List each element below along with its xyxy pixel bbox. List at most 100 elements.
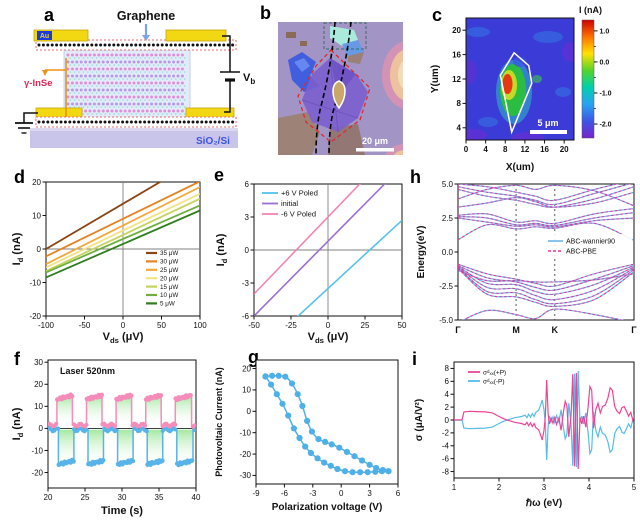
svg-text:-100: -100 bbox=[38, 321, 55, 330]
scale-bar bbox=[356, 148, 394, 152]
svg-text:10: 10 bbox=[34, 402, 43, 411]
svg-text:+6 V Poled: +6 V Poled bbox=[281, 189, 318, 198]
panel-i-letter: i bbox=[412, 349, 418, 369]
svg-text:X(um): X(um) bbox=[506, 162, 534, 173]
svg-text:5.0: 5.0 bbox=[442, 180, 454, 189]
top-graphene-atoms bbox=[37, 43, 235, 47]
svg-text:-3: -3 bbox=[242, 279, 250, 288]
inse-label: γ-InSe bbox=[24, 78, 53, 89]
svg-text:Time (s): Time (s) bbox=[101, 505, 143, 517]
bottom-graphene-atoms bbox=[37, 120, 235, 124]
svg-text:8: 8 bbox=[457, 99, 462, 108]
bias-wire-bottom bbox=[224, 80, 231, 113]
svg-text:6: 6 bbox=[245, 180, 250, 189]
axes: 1 2 3 4 5 -8 -6 -4 -2 0 2 4 6 8 bbox=[442, 361, 637, 492]
svg-text:M: M bbox=[512, 325, 520, 335]
svg-text:3: 3 bbox=[367, 489, 372, 498]
svg-text:Id (nA): Id (nA) bbox=[11, 407, 25, 440]
svg-text:0: 0 bbox=[245, 246, 250, 255]
axes: -50 -25 0 25 50 -6 -3 0 3 6 bbox=[242, 180, 407, 330]
svg-text:ℏω (eV): ℏω (eV) bbox=[526, 498, 562, 509]
svg-text:35 μW: 35 μW bbox=[160, 250, 178, 257]
svg-text:-9: -9 bbox=[252, 489, 260, 498]
scale-bar-label: 20 μm bbox=[362, 136, 388, 146]
svg-text:35: 35 bbox=[155, 493, 164, 502]
graphene-label: Graphene bbox=[117, 9, 175, 23]
substrate bbox=[30, 128, 238, 148]
svg-text:-8: -8 bbox=[442, 467, 450, 476]
heatmap-art bbox=[466, 18, 574, 140]
svg-text:K: K bbox=[552, 325, 559, 335]
svg-text:20 μW: 20 μW bbox=[160, 275, 178, 282]
svg-text:Laser 520nm: Laser 520nm bbox=[60, 366, 115, 376]
bands bbox=[458, 184, 634, 320]
svg-text:-4: -4 bbox=[442, 442, 450, 451]
svg-text:Energy(eV): Energy(eV) bbox=[416, 226, 427, 279]
tan-flake-left bbox=[278, 112, 320, 155]
svg-text:30: 30 bbox=[118, 493, 127, 502]
svg-text:0: 0 bbox=[464, 145, 469, 154]
svg-text:-20: -20 bbox=[31, 468, 43, 477]
svg-text:8: 8 bbox=[445, 364, 450, 373]
svg-text:40: 40 bbox=[192, 493, 201, 502]
svg-text:0: 0 bbox=[445, 416, 450, 425]
svg-text:ABC-PBE: ABC-PBE bbox=[566, 249, 597, 256]
svg-text:2: 2 bbox=[445, 403, 450, 412]
svg-text:-2.5: -2.5 bbox=[439, 282, 453, 291]
svg-text:Polarization voltage (V): Polarization voltage (V) bbox=[272, 502, 383, 513]
au-label: Au bbox=[40, 33, 49, 40]
power-series bbox=[46, 182, 200, 279]
graphene-dashed-outline bbox=[315, 22, 336, 155]
svg-text:5: 5 bbox=[632, 483, 637, 492]
legend: σᵈₓₓ(+P) σᵈₓₓ(-P) bbox=[468, 369, 506, 385]
chart-band-structure: -5.0 -2.5 0.0 2.5 5.0 Γ M K Γ ABC-wannier90 ABC-PB… bbox=[416, 180, 637, 335]
colorbar bbox=[581, 19, 595, 139]
svg-text:12: 12 bbox=[520, 145, 529, 154]
svg-text:-6: -6 bbox=[442, 454, 450, 463]
svg-text:-10: -10 bbox=[239, 428, 251, 437]
inse-arrowhead-icon bbox=[42, 70, 48, 76]
chart-photoswitching: 20 25 30 35 40 -20 -10 0 10 20 30 Laser 520nm Time (… bbox=[11, 358, 201, 517]
hotspot-red bbox=[502, 74, 513, 94]
svg-text:-10: -10 bbox=[29, 278, 41, 287]
svg-text:3: 3 bbox=[542, 483, 547, 492]
panel-b-letter: b bbox=[260, 3, 271, 23]
shift-current-curves bbox=[454, 370, 634, 470]
svg-text:8: 8 bbox=[503, 145, 508, 154]
au-chip bbox=[37, 31, 52, 40]
legend: ABC-wannier90 ABC-PBE bbox=[548, 239, 615, 256]
photoswitching-traces bbox=[48, 392, 196, 468]
svg-text:Photovoltaic Current (nA): Photovoltaic Current (nA) bbox=[214, 367, 224, 477]
svg-text:-25: -25 bbox=[285, 321, 297, 330]
svg-text:-20: -20 bbox=[29, 312, 41, 321]
panel-h-letter: h bbox=[410, 167, 421, 187]
svg-text:-20: -20 bbox=[239, 450, 251, 459]
inse-crystal bbox=[63, 49, 191, 119]
svg-text:Id (nA): Id (nA) bbox=[11, 232, 25, 265]
svg-text:Y(um): Y(um) bbox=[430, 65, 441, 93]
svg-text:initial: initial bbox=[281, 199, 298, 208]
svg-text:50: 50 bbox=[398, 321, 407, 330]
svg-text:-6: -6 bbox=[242, 312, 250, 321]
svg-text:-6 V Poled: -6 V Poled bbox=[281, 210, 316, 219]
svg-text:5 μm: 5 μm bbox=[537, 118, 558, 128]
poled-iv-series bbox=[254, 184, 402, 316]
svg-text:4: 4 bbox=[457, 124, 462, 133]
svg-text:3: 3 bbox=[245, 213, 250, 222]
svg-text:30 μW: 30 μW bbox=[160, 259, 178, 266]
svg-text:6: 6 bbox=[396, 489, 401, 498]
top-right-electrode bbox=[165, 29, 227, 42]
substrate-top-face bbox=[30, 128, 238, 131]
panel-e-letter: e bbox=[214, 165, 225, 185]
svg-text:4: 4 bbox=[587, 483, 592, 492]
svg-text:I (nA): I (nA) bbox=[579, 5, 602, 15]
ground-wire bbox=[23, 112, 38, 123]
svg-text:5 μW: 5 μW bbox=[160, 301, 175, 308]
panel-g-letter: g bbox=[248, 347, 259, 367]
